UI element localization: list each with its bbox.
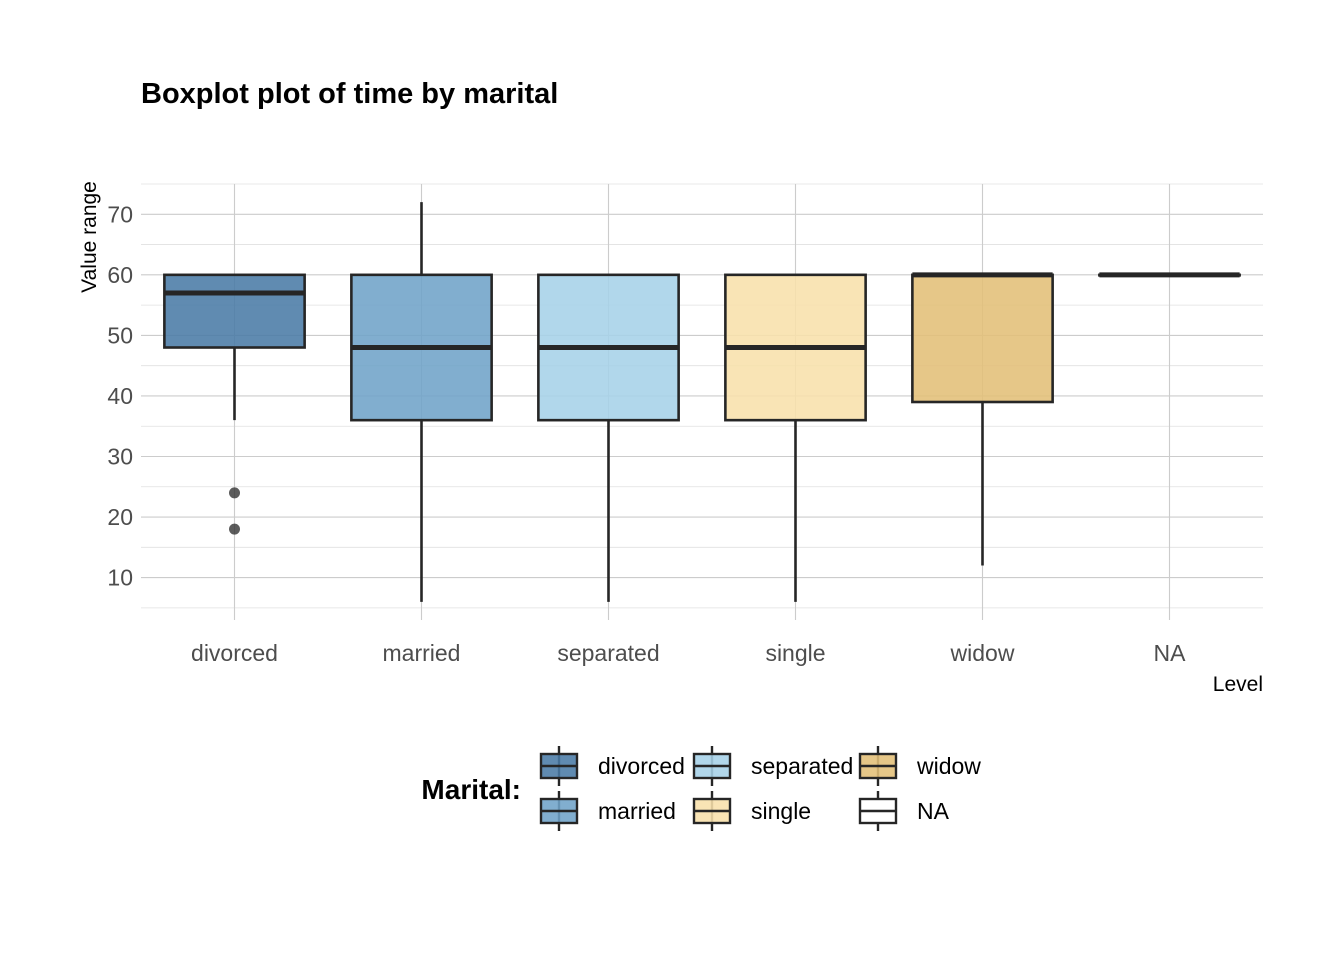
legend-label: widow bbox=[916, 753, 981, 779]
x-tick-label: separated bbox=[557, 640, 659, 666]
y-axis-label: Value range bbox=[78, 181, 101, 293]
x-tick-label: NA bbox=[1154, 640, 1187, 666]
y-tick-label: 10 bbox=[107, 565, 133, 591]
y-tick-label: 40 bbox=[107, 383, 133, 409]
box-separated bbox=[537, 273, 680, 602]
outlier-point bbox=[229, 523, 240, 535]
y-tick-label: 20 bbox=[107, 504, 133, 530]
legend-item-separated: separated bbox=[692, 746, 853, 786]
legend-items: divorced married separated single widow NA bbox=[539, 746, 981, 831]
axis-ticks: 10 20 30 40 50 60 70 divorced married separated si… bbox=[107, 201, 1186, 666]
legend-item-na: NA bbox=[858, 791, 950, 831]
x-tick-label: divorced bbox=[191, 640, 278, 666]
box-divorced bbox=[163, 273, 306, 535]
box-na bbox=[1098, 272, 1241, 278]
y-tick-label: 50 bbox=[107, 322, 133, 348]
x-tick-label: widow bbox=[950, 640, 1015, 666]
y-tick-label: 70 bbox=[107, 201, 133, 227]
y-tick-label: 30 bbox=[107, 444, 133, 470]
legend-title: Marital: bbox=[421, 774, 521, 805]
box-married bbox=[350, 202, 493, 602]
legend: Marital: divorced married separated single w… bbox=[421, 746, 981, 831]
x-axis-label: Level bbox=[1213, 673, 1263, 696]
outlier-point bbox=[229, 487, 240, 499]
legend-item-widow: widow bbox=[858, 746, 981, 786]
legend-item-married: married bbox=[539, 791, 676, 831]
box-rect bbox=[163, 273, 306, 349]
x-tick-label: married bbox=[383, 640, 461, 666]
legend-item-single: single bbox=[692, 791, 811, 831]
legend-label: divorced bbox=[598, 753, 685, 779]
legend-item-divorced: divorced bbox=[539, 746, 685, 786]
legend-label: single bbox=[751, 798, 811, 824]
box-widow bbox=[911, 272, 1054, 566]
box-single bbox=[724, 273, 867, 602]
grid-lines bbox=[141, 183, 1263, 620]
x-tick-label: single bbox=[765, 640, 825, 666]
legend-label: married bbox=[598, 798, 676, 824]
chart-title: Boxplot plot of time by marital bbox=[141, 78, 558, 110]
y-tick-label: 60 bbox=[107, 262, 133, 288]
legend-label: separated bbox=[751, 753, 853, 779]
box-rect bbox=[911, 273, 1054, 404]
legend-label: NA bbox=[917, 798, 950, 824]
boxes bbox=[163, 202, 1241, 602]
